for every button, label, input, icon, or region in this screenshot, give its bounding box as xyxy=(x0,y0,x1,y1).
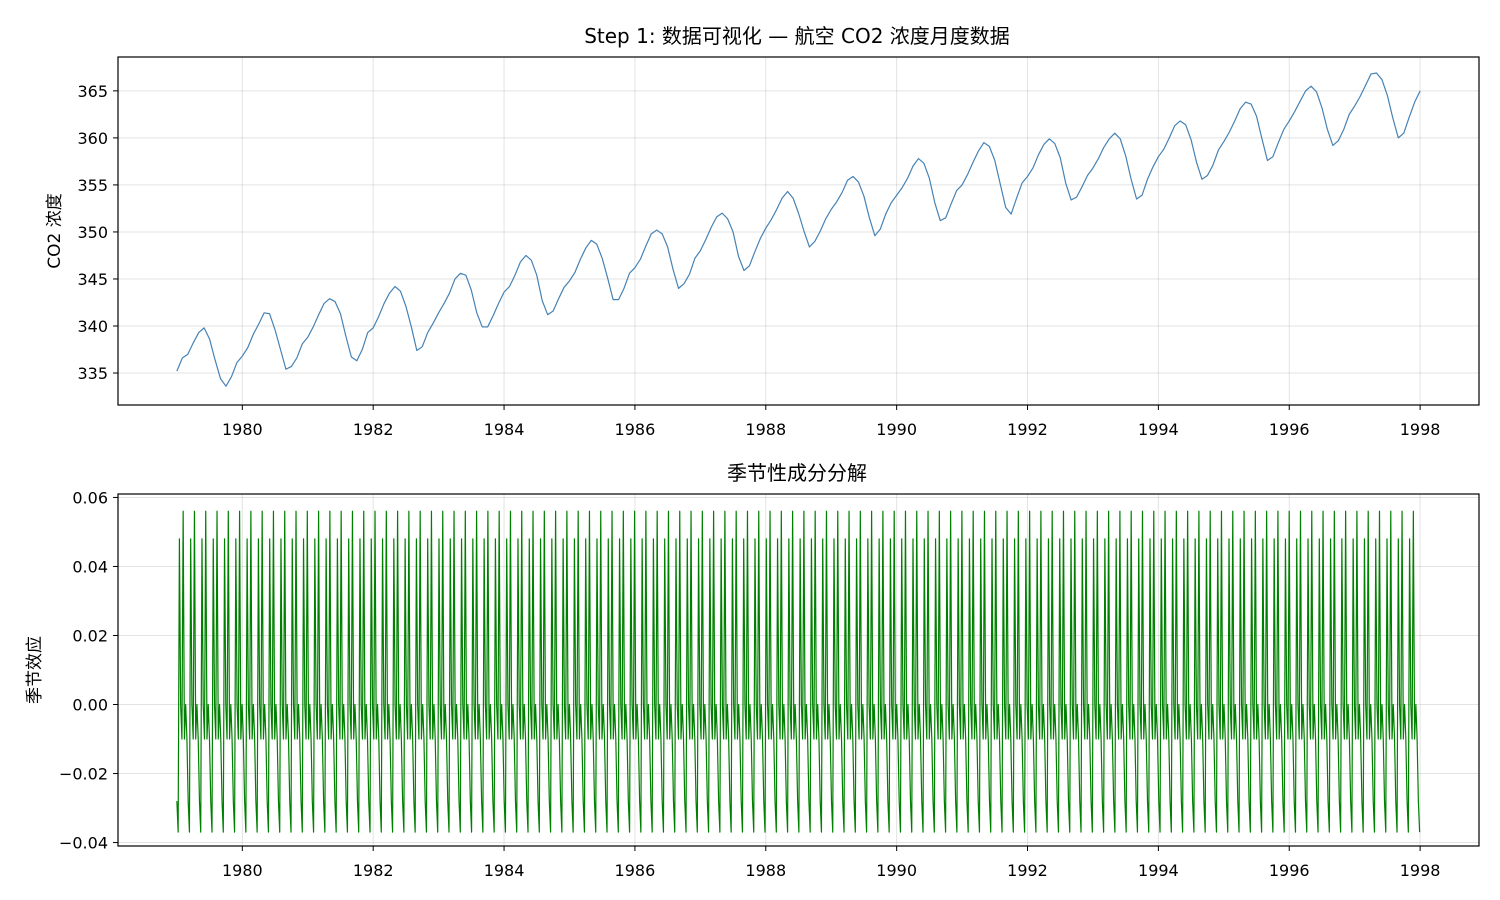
co2-chart: Step 1: 数据可视化 — 航空 CO2 浓度月度数据 1980 1982 19… xyxy=(45,24,1480,439)
y-tick-label: 0.02 xyxy=(72,626,108,645)
x-tick-label: 1986 xyxy=(615,420,656,439)
series-line xyxy=(176,72,1421,387)
y-tick-label: 345 xyxy=(77,270,108,289)
x-tick-label: 1998 xyxy=(1400,861,1441,880)
x-tick-label: 1994 xyxy=(1138,420,1179,439)
series-lines xyxy=(176,72,1421,387)
y-tick-label: −0.04 xyxy=(59,834,108,853)
y-axis-label: 季节效应 xyxy=(25,636,45,704)
x-tick-label: 1982 xyxy=(353,861,394,880)
y-tick-label: 350 xyxy=(77,223,108,242)
y-tick-label: −0.02 xyxy=(59,765,108,784)
y-tick-label: 335 xyxy=(77,364,108,383)
x-tick-label: 1990 xyxy=(876,420,917,439)
grid-lines xyxy=(118,57,1479,405)
x-tick-label: 1986 xyxy=(615,861,656,880)
x-tick-label: 1984 xyxy=(484,420,525,439)
y-tick-label: 0.00 xyxy=(72,696,108,715)
series-line xyxy=(176,510,1421,833)
plot-frame xyxy=(117,56,1480,406)
seasonal-chart: 季节性成分分解 1980 1982 1984 1986 1988 1990 1992 1994… xyxy=(25,461,1480,880)
series-lines xyxy=(176,510,1421,833)
x-tick-label: 1980 xyxy=(222,861,263,880)
chart-title: 季节性成分分解 xyxy=(727,461,867,485)
x-tick-label: 1992 xyxy=(1007,861,1048,880)
y-tick-label: 355 xyxy=(77,176,108,195)
x-tick-label: 1994 xyxy=(1138,861,1179,880)
axis-ticks: 1980 1982 1984 1986 1988 1990 1992 1994 1996 1998… xyxy=(59,488,1441,880)
y-tick-label: 365 xyxy=(77,82,108,101)
x-tick-label: 1996 xyxy=(1269,420,1310,439)
x-tick-label: 1982 xyxy=(353,420,394,439)
chart-title: Step 1: 数据可视化 — 航空 CO2 浓度月度数据 xyxy=(584,24,1010,48)
y-tick-label: 360 xyxy=(77,129,108,148)
x-tick-label: 1988 xyxy=(745,861,786,880)
y-tick-label: 0.06 xyxy=(72,488,108,507)
x-tick-label: 1996 xyxy=(1269,861,1310,880)
x-tick-label: 1990 xyxy=(876,861,917,880)
x-tick-label: 1998 xyxy=(1400,420,1441,439)
x-tick-label: 1984 xyxy=(484,861,525,880)
y-axis-label: CO2 浓度 xyxy=(45,193,65,268)
x-tick-label: 1980 xyxy=(222,420,263,439)
y-tick-label: 340 xyxy=(77,317,108,336)
x-tick-label: 1988 xyxy=(745,420,786,439)
x-tick-label: 1992 xyxy=(1007,420,1048,439)
y-tick-label: 0.04 xyxy=(72,557,108,576)
plot-frame xyxy=(117,493,1480,847)
axis-ticks: 1980 1982 1984 1986 1988 1990 1992 1994 1996 1998… xyxy=(77,82,1440,439)
